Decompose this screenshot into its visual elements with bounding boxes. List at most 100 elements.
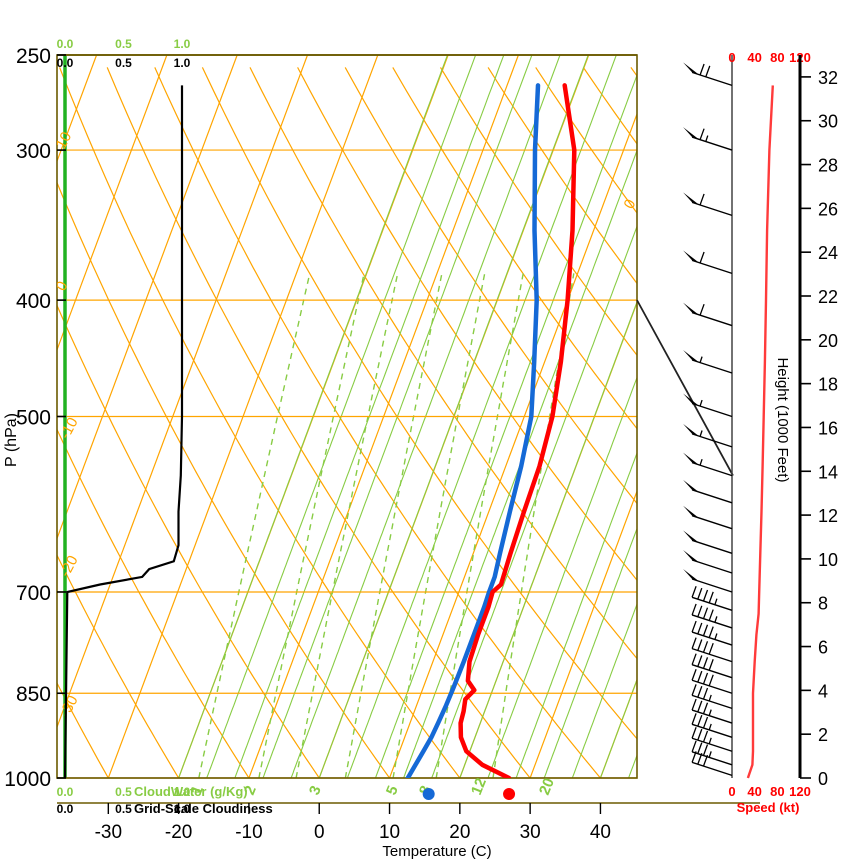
wind-barb-half: [708, 723, 712, 731]
temperature-tick-label: 20: [449, 822, 470, 843]
wind-barb-full: [691, 751, 697, 763]
moist-adiabat: [403, 149, 637, 778]
temperature-axis-label: Temperature (C): [382, 843, 491, 860]
speed-tick-label-top: 80: [770, 50, 784, 65]
mixing-ratio-line: [392, 273, 486, 778]
dry-adiabat: [201, 67, 637, 740]
wind-barb-full: [691, 669, 697, 681]
pressure-tick-label: 850: [16, 683, 51, 706]
moist-adiabat: [515, 451, 637, 778]
speed-tick-label-top: 40: [747, 50, 761, 65]
moist-adiabat: [262, 55, 533, 778]
height-tick-label: 24: [818, 243, 838, 263]
wind-barb-full: [702, 754, 709, 767]
cloudiness-curve: [63, 85, 184, 778]
wind-barb-full: [699, 128, 705, 140]
speed-axis-label: Speed (kt): [737, 800, 800, 815]
cloudiness-top-tick: 0.0: [57, 56, 74, 70]
cloudiness-bottom-tick: 1.0: [174, 802, 191, 816]
moist-adiabat: [543, 527, 637, 778]
dry-adiabat: [57, 428, 250, 778]
wind-barb-shaft: [691, 761, 733, 777]
wind-barb-full: [705, 65, 711, 78]
dry-adiabat: [57, 553, 180, 778]
wind-barb-half: [708, 737, 712, 745]
surface-dewpoint: [422, 788, 435, 800]
wind-barb-full: [697, 605, 703, 618]
isotherm: [529, 489, 637, 778]
wind-barb-full: [697, 700, 703, 713]
wind-barb-full: [691, 713, 697, 725]
wind-barb-pennant: [683, 479, 699, 492]
pressure-tick-label: 400: [16, 290, 51, 313]
speed-tick-label-bottom: 80: [770, 784, 784, 799]
wind-barb-full: [697, 728, 703, 741]
wind-barb-pennant: [683, 302, 699, 315]
mixing-ratio-line: [295, 273, 399, 778]
wind-barb-full: [691, 603, 697, 616]
cloudwater-top-tick: 0.0: [57, 37, 74, 51]
height-tick-label: 28: [818, 156, 838, 176]
wind-barb-shaft: [691, 694, 733, 710]
moist-adiabat: [290, 55, 561, 778]
wind-barb-full: [702, 730, 709, 743]
wind-barb-panel: [683, 55, 733, 778]
mixing-ratio-line: [198, 273, 311, 778]
mixing-ratio-line: [492, 273, 575, 778]
wind-barb-shaft: [691, 664, 733, 679]
height-tick-label: 0: [818, 769, 828, 789]
moist-adiabat: [599, 678, 637, 778]
moist-adiabat: [206, 55, 477, 778]
wind-barb-full: [697, 685, 703, 698]
height-tick-label: 8: [818, 594, 828, 614]
moist-adiabat: [234, 55, 505, 778]
wind-barb-full: [691, 586, 697, 598]
wind-barb-half: [705, 135, 709, 142]
wind-barb-half: [708, 694, 712, 702]
moist-adiabat: [178, 55, 449, 778]
wind-barb-shaft: [691, 578, 733, 593]
temperature-tick-label: 30: [520, 822, 541, 843]
dry-adiabat: [344, 67, 637, 505]
isotherm: [57, 55, 168, 352]
wind-barb-shaft: [691, 71, 733, 87]
wind-barb-full: [697, 655, 703, 667]
wind-barb-full: [691, 653, 697, 665]
pressure-tick-label: 700: [16, 582, 51, 605]
pressure-axis: 250 300 400 500 700 850 1000 P (hPa): [3, 45, 66, 791]
wind-barb-pennant: [683, 350, 699, 363]
wind-barb-pennant: [683, 568, 699, 582]
wind-barb-full: [708, 609, 714, 621]
wind-barb-full: [702, 641, 709, 653]
wind-barb-pennant: [683, 62, 699, 75]
wind-barb-pennant: [683, 192, 699, 205]
wind-barb-shaft: [691, 631, 733, 646]
wind-barb-half: [714, 616, 718, 623]
wind-barb-shaft: [691, 709, 733, 724]
wind-speed-curve: [746, 85, 774, 779]
wind-barb-full: [702, 744, 709, 756]
wind-barb-pennant: [683, 505, 699, 518]
wind-barb-full: [697, 639, 703, 651]
wind-barb-shaft: [691, 433, 733, 448]
wind-barb-full: [708, 674, 714, 687]
pressure-tick-label: 500: [16, 407, 51, 430]
wind-barb-full: [708, 659, 714, 671]
wind-barb-shaft: [691, 596, 733, 611]
height-tick-label: 32: [818, 68, 838, 88]
speed-tick-label-bottom: 40: [747, 784, 761, 799]
wind-barb-full: [697, 587, 703, 600]
dry-adiabat: [57, 304, 320, 778]
mixing-ratio-label: 20: [536, 776, 558, 798]
wind-barb-shaft: [691, 489, 733, 504]
wind-barb-half: [699, 356, 703, 363]
dry-adiabat: [154, 67, 601, 778]
wind-barb-full: [697, 670, 703, 683]
temperature-curve: [458, 83, 577, 778]
moist-adiabat: [318, 55, 589, 778]
speed-axis: 0040408080120120Speed (kt): [728, 50, 810, 815]
cloudiness-bottom-tick: 0.5: [115, 802, 132, 816]
height-tick-label: 16: [818, 418, 838, 438]
temperature-tick-label: -20: [165, 822, 192, 843]
wind-barb-full: [708, 626, 714, 638]
